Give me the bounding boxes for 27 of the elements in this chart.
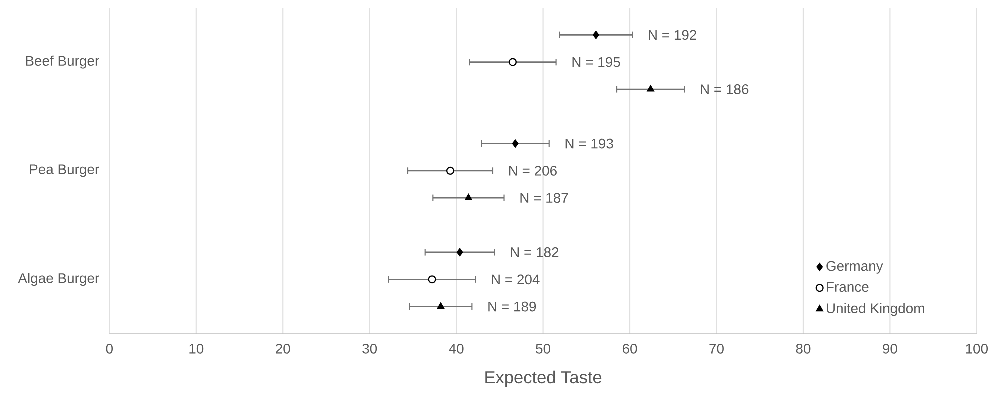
x-tick-label: 40 bbox=[449, 344, 464, 354]
x-tick-label: 100 bbox=[966, 344, 988, 354]
x-tick-label: 90 bbox=[883, 344, 898, 354]
x-tick-label: 60 bbox=[622, 344, 638, 354]
y-tick-label: Pea Burger bbox=[30, 164, 100, 178]
legend-label: Germany bbox=[826, 261, 884, 274]
x-tick-label: 70 bbox=[710, 344, 724, 354]
annotation: N = 195 bbox=[572, 58, 620, 68]
y-tick-label: Algae Burger bbox=[18, 273, 100, 286]
annotation: N = 193 bbox=[566, 139, 614, 149]
x-tick-label: 30 bbox=[362, 344, 378, 354]
annotation: N = 206 bbox=[509, 166, 557, 176]
annotation: N = 186 bbox=[701, 84, 749, 95]
annotation: N = 182 bbox=[511, 248, 559, 258]
legend-label: France bbox=[827, 282, 869, 292]
x-tick-label: 20 bbox=[276, 344, 290, 354]
x-tick-label: 0 bbox=[106, 344, 113, 354]
annotation: N = 189 bbox=[488, 302, 536, 312]
x-tick-label: 80 bbox=[796, 344, 811, 354]
annotation: N = 187 bbox=[520, 193, 568, 204]
x-tick-label: 10 bbox=[190, 344, 204, 354]
annotation: N = 192 bbox=[649, 30, 696, 40]
annotation: N = 204 bbox=[492, 274, 540, 285]
x-tick-label: 50 bbox=[536, 344, 551, 354]
legend-label: United Kingdom bbox=[827, 303, 924, 316]
y-tick-label: Beef Burger bbox=[26, 56, 100, 69]
x-axis-title: Expected Taste bbox=[486, 371, 602, 388]
